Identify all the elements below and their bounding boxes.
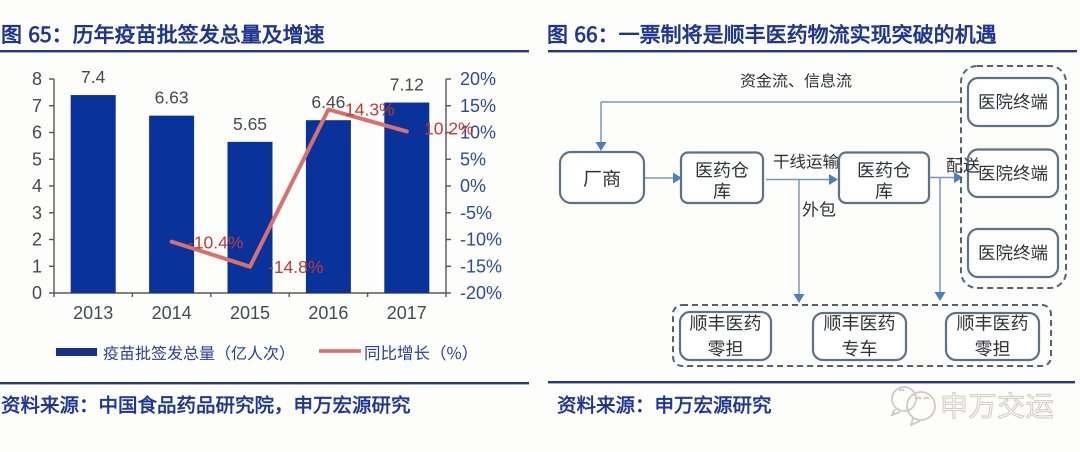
svg-text:8: 8 — [32, 69, 42, 89]
svg-text:5: 5 — [32, 149, 42, 169]
svg-text:-10.4%: -10.4% — [188, 233, 243, 253]
svg-text:2: 2 — [32, 230, 42, 250]
svg-text:2016: 2016 — [308, 303, 348, 323]
svg-text:2013: 2013 — [73, 303, 113, 323]
svg-text:7.4: 7.4 — [81, 67, 106, 87]
svg-text:6.63: 6.63 — [155, 88, 189, 108]
svg-text:2015: 2015 — [230, 303, 270, 323]
svg-text:-15%: -15% — [460, 256, 502, 276]
svg-text:14.3%: 14.3% — [345, 99, 395, 119]
svg-text:10.2%: 10.2% — [424, 118, 474, 138]
svg-text:20%: 20% — [460, 69, 496, 89]
svg-text:7: 7 — [32, 96, 42, 116]
svg-text:15%: 15% — [460, 96, 496, 116]
svg-text:0%: 0% — [460, 176, 486, 196]
svg-text:-20%: -20% — [460, 283, 502, 303]
svg-text:5%: 5% — [460, 149, 486, 169]
svg-text:2017: 2017 — [387, 303, 427, 323]
svg-text:7.12: 7.12 — [390, 75, 424, 95]
svg-text:4: 4 — [32, 176, 42, 196]
svg-text:2014: 2014 — [152, 303, 192, 323]
svg-text:0: 0 — [32, 283, 42, 303]
svg-text:1: 1 — [32, 256, 42, 276]
svg-text:5.65: 5.65 — [233, 114, 267, 134]
svg-text:-10%: -10% — [460, 230, 502, 250]
svg-text:10%: 10% — [460, 123, 496, 143]
svg-text:6: 6 — [32, 123, 42, 143]
svg-text:3: 3 — [32, 203, 42, 223]
svg-text:-5%: -5% — [460, 203, 492, 223]
svg-text:-14.8%: -14.8% — [268, 257, 323, 277]
svg-text:6.46: 6.46 — [311, 92, 345, 112]
